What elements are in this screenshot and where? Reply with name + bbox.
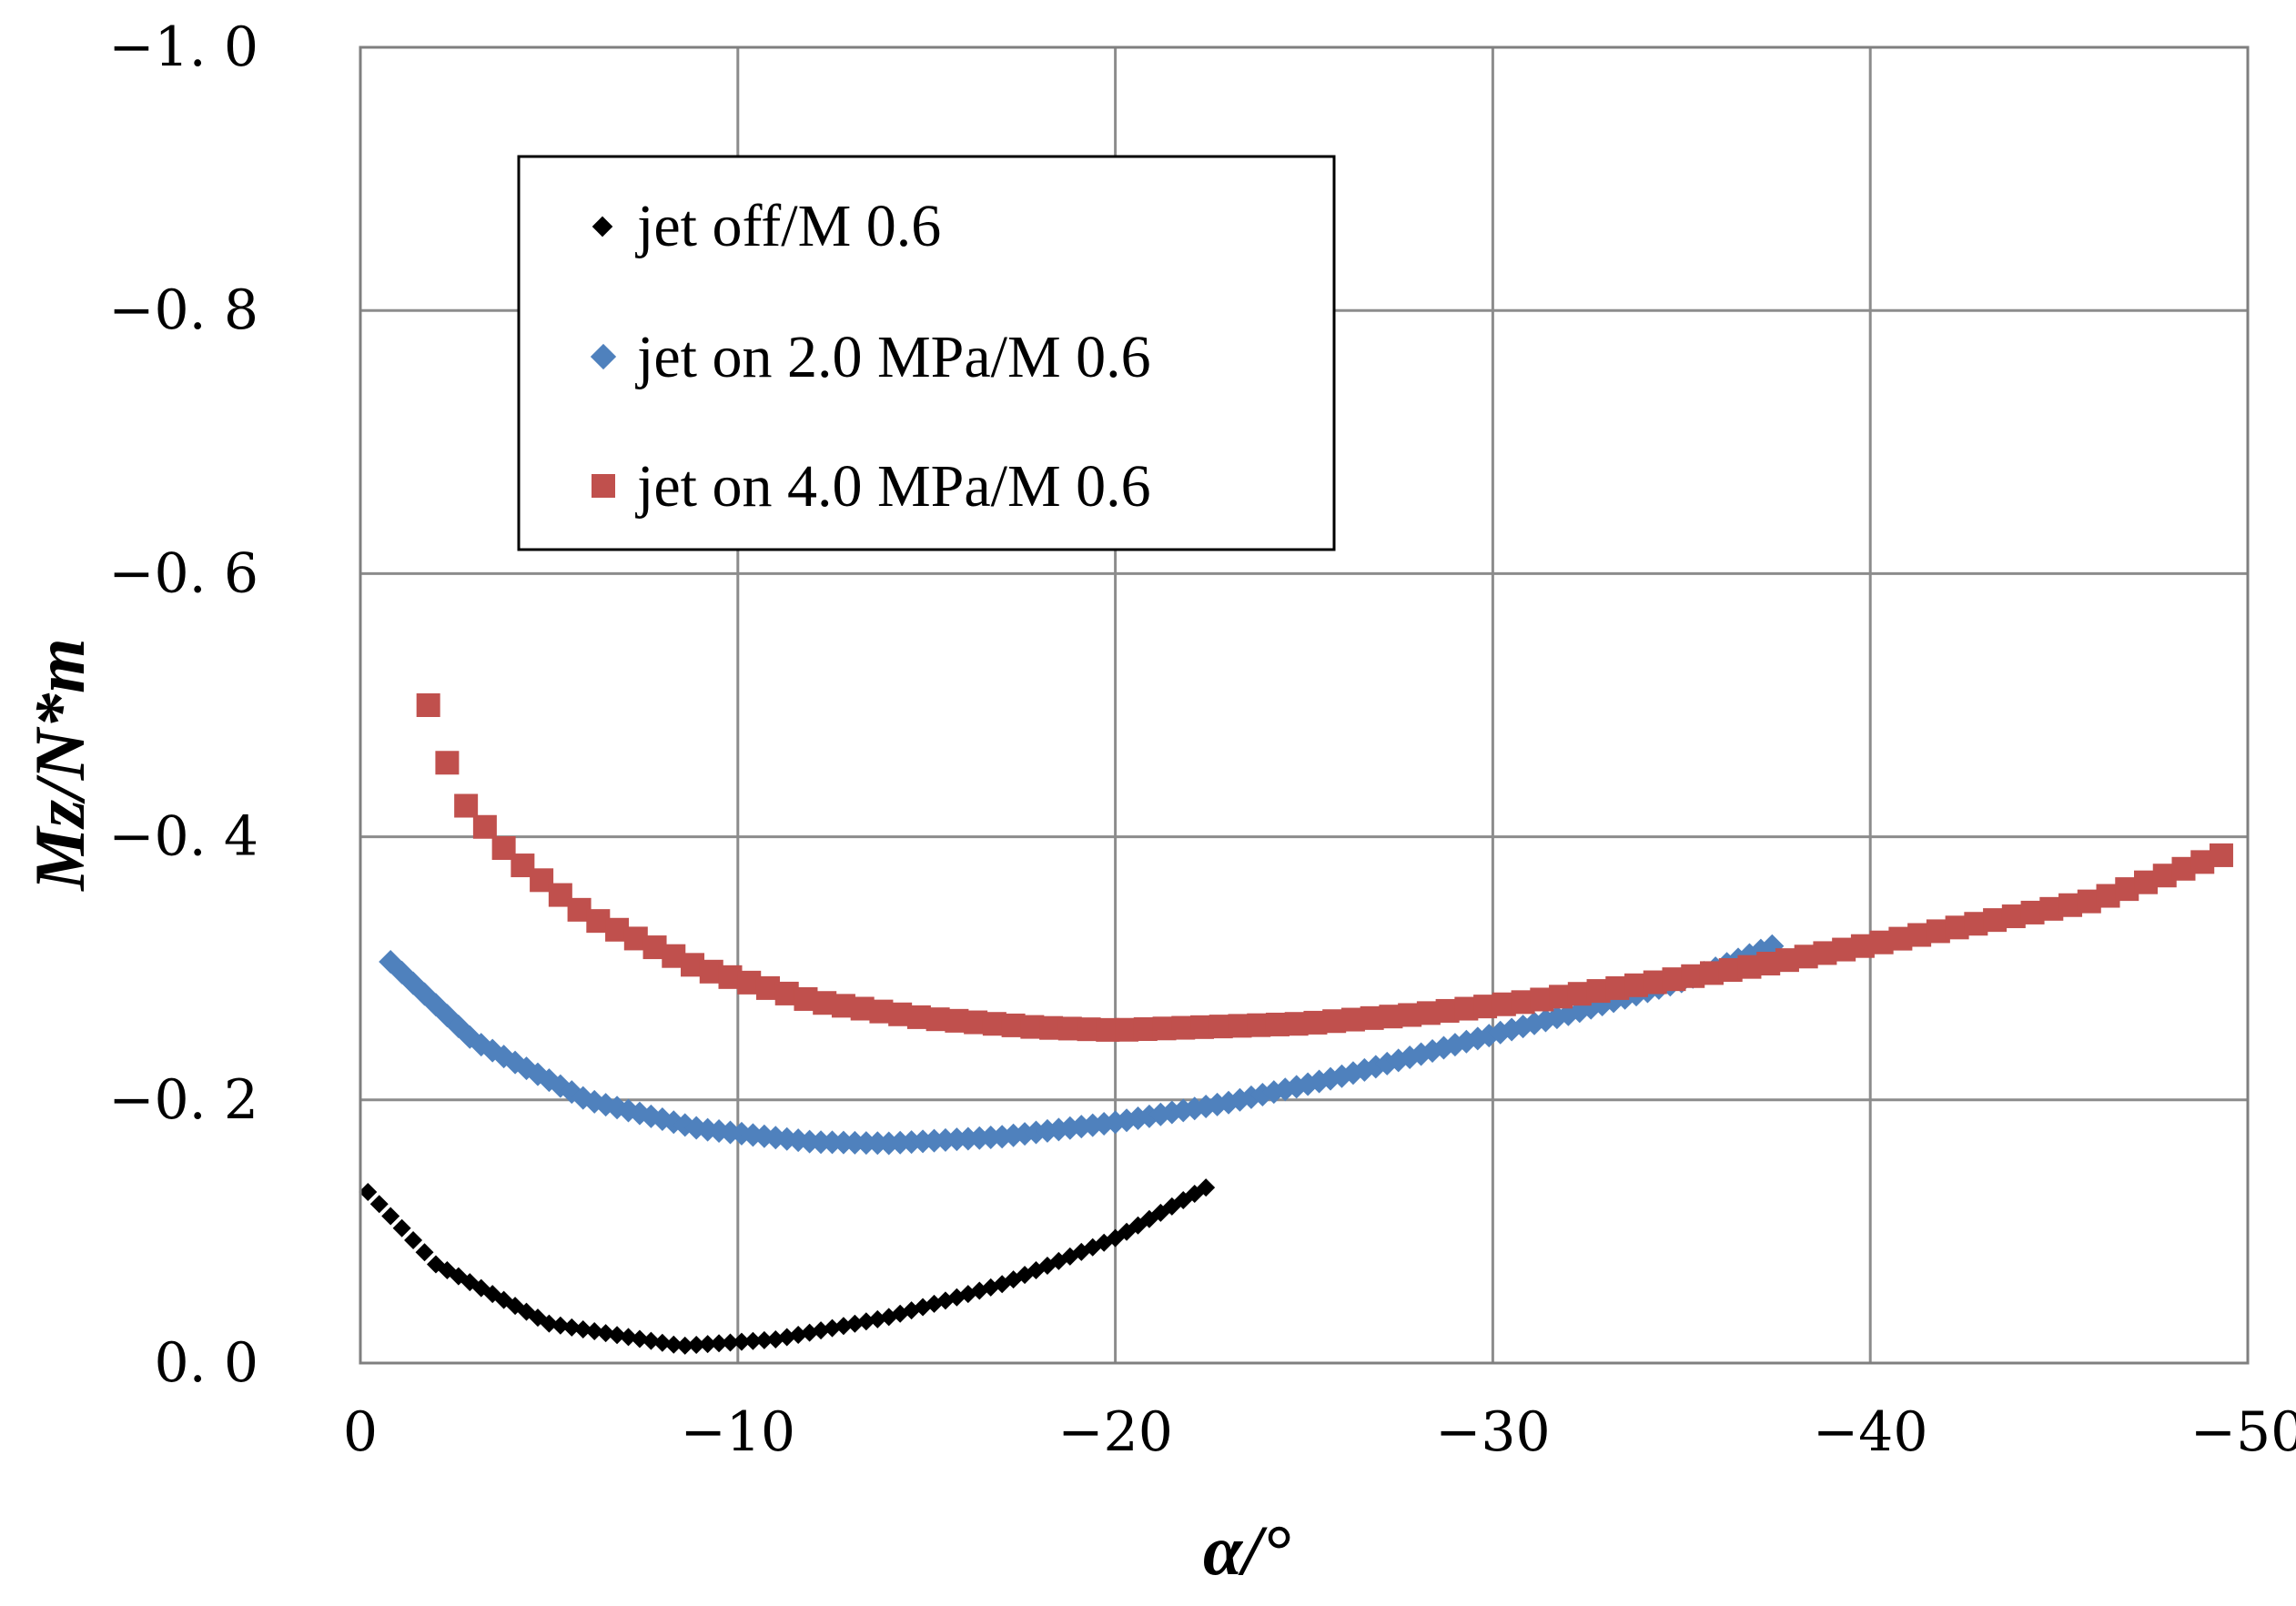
legend-label-jet-on-4: jet on 4.0 MPa/M 0.6 [635, 453, 1151, 520]
x-tick-label: −50 [2190, 1400, 2296, 1464]
data-point [664, 1335, 683, 1354]
data-point [472, 814, 497, 839]
data-point [687, 1336, 706, 1355]
data-point [446, 1014, 470, 1038]
data-point [698, 1335, 717, 1354]
data-point [416, 693, 440, 717]
data-point [675, 1336, 694, 1355]
legend: jet off/M 0.6 jet on 2.0 MPa/M 0.6 jet o… [517, 155, 1336, 551]
x-tick-label: 0 [343, 1400, 378, 1464]
y-tick-label: −0. 8 [108, 278, 258, 342]
data-point [630, 1329, 649, 1348]
data-point [1197, 1178, 1216, 1197]
x-tick-label: −10 [680, 1400, 795, 1464]
data-point [435, 751, 460, 775]
data-point [449, 1267, 468, 1286]
data-point [454, 793, 479, 818]
data-point [2209, 843, 2233, 867]
y-tick-label: −0. 2 [108, 1068, 258, 1132]
y-tick-label: 0. 0 [155, 1331, 259, 1395]
data-point [551, 1316, 570, 1335]
data-point [585, 1322, 604, 1341]
series-0 [359, 1178, 1216, 1355]
y-tick-label: −0. 6 [108, 541, 258, 605]
legend-entry-jet-off: jet off/M 0.6 [592, 193, 941, 259]
data-point [404, 1231, 423, 1250]
x-axis-title: α/° [1203, 1510, 1290, 1590]
y-axis-title: Mz/N*m [20, 638, 99, 892]
legend-entry-jet-on-2: jet on 2.0 MPa/M 0.6 [590, 324, 1151, 390]
x-tick-label: −30 [1435, 1400, 1551, 1464]
data-point [540, 1314, 559, 1333]
legend-marker-jet-on-2 [590, 343, 617, 370]
data-point [381, 1207, 400, 1226]
data-point [562, 1318, 582, 1337]
data-point [732, 1332, 751, 1351]
x-tick-label: −20 [1057, 1400, 1173, 1464]
data-point [415, 1243, 434, 1262]
series-layer [359, 693, 2233, 1355]
y-tick-label: −1. 0 [108, 15, 258, 79]
legend-label-jet-on-2: jet on 2.0 MPa/M 0.6 [635, 324, 1151, 390]
data-point [359, 1183, 378, 1202]
legend-label-jet-off: jet off/M 0.6 [635, 193, 941, 259]
x-tick-label: −40 [1813, 1400, 1928, 1464]
y-tick-label: −0. 4 [108, 805, 258, 869]
data-point [754, 1330, 774, 1349]
data-point [642, 1331, 661, 1350]
data-point [619, 1328, 638, 1347]
data-point [573, 1319, 592, 1338]
data-point [743, 1331, 763, 1350]
data-point [596, 1324, 615, 1343]
legend-box [517, 155, 1336, 551]
x-axis-tick-labels: 0 −10 −20 −30 −40 −50 [343, 1400, 2296, 1464]
data-point [721, 1333, 740, 1352]
legend-entry-jet-on-4: jet on 4.0 MPa/M 0.6 [592, 453, 1151, 520]
data-point [652, 1333, 672, 1352]
series-1 [379, 934, 1785, 1156]
data-point [369, 1195, 389, 1214]
data-point [608, 1326, 627, 1345]
series-2 [416, 693, 2233, 1042]
legend-marker-jet-on-4 [592, 474, 615, 498]
plot-area-frame [359, 45, 2250, 1365]
data-point [392, 1218, 411, 1237]
data-point [710, 1334, 729, 1353]
y-axis-tick-labels: 0. 0 −0. 2 −0. 4 −0. 6 −0. 8 −1. 0 [108, 15, 258, 1395]
